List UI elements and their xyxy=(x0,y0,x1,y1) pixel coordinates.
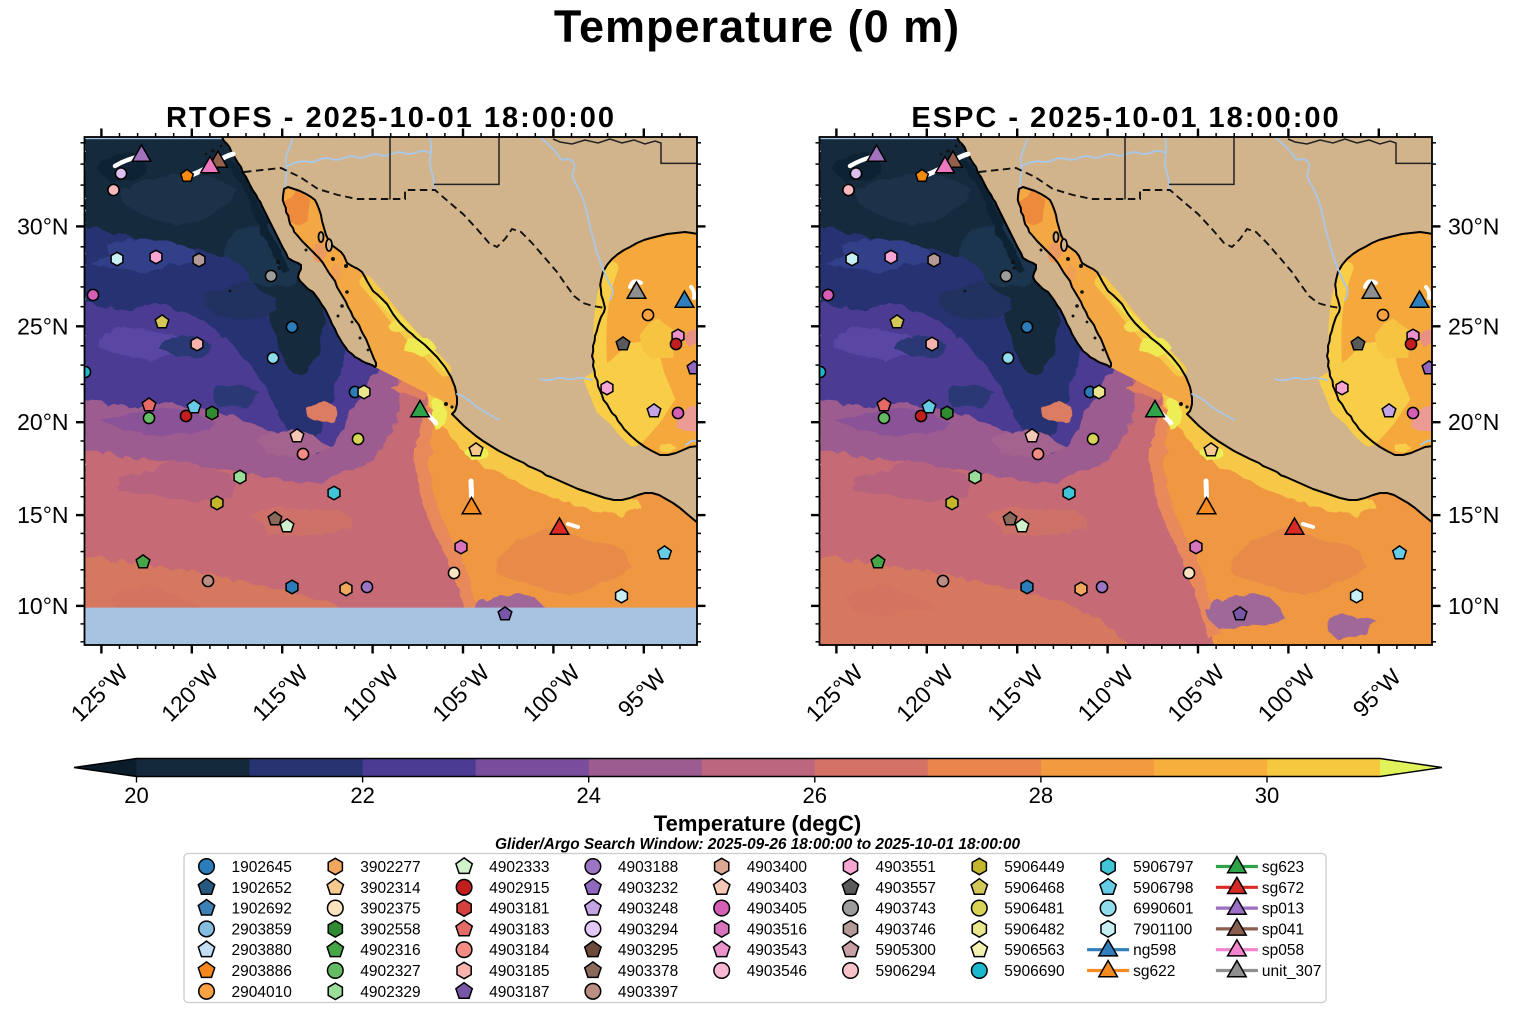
svg-text:4903400: 4903400 xyxy=(747,859,808,876)
svg-text:4902915: 4902915 xyxy=(489,880,549,897)
svg-text:4903294: 4903294 xyxy=(618,921,679,938)
svg-text:7901100: 7901100 xyxy=(1133,921,1193,938)
svg-text:4903397: 4903397 xyxy=(618,984,678,1001)
svg-text:2903859: 2903859 xyxy=(232,921,292,938)
svg-text:4903188: 4903188 xyxy=(618,859,678,876)
svg-text:4903232: 4903232 xyxy=(618,880,678,897)
svg-text:26: 26 xyxy=(803,783,827,808)
svg-text:5906481: 5906481 xyxy=(1004,901,1064,918)
svg-text:4902316: 4902316 xyxy=(360,942,420,959)
svg-text:30°N: 30°N xyxy=(1448,213,1499,239)
svg-text:sg622: sg622 xyxy=(1133,963,1175,980)
svg-text:10°N: 10°N xyxy=(1448,593,1499,619)
svg-text:20°N: 20°N xyxy=(1448,409,1499,435)
svg-text:3902314: 3902314 xyxy=(360,880,421,897)
svg-text:5906798: 5906798 xyxy=(1133,880,1193,897)
svg-text:5906294: 5906294 xyxy=(876,963,937,980)
svg-text:RTOFS - 2025-10-01 18:00:00: RTOFS - 2025-10-01 18:00:00 xyxy=(166,102,616,134)
svg-text:Temperature (0 m): Temperature (0 m) xyxy=(554,1,960,52)
svg-text:15°N: 15°N xyxy=(1448,502,1499,528)
svg-text:5905300: 5905300 xyxy=(876,942,937,959)
svg-text:5906449: 5906449 xyxy=(1004,859,1064,876)
svg-text:5906690: 5906690 xyxy=(1004,963,1065,980)
svg-text:24: 24 xyxy=(576,783,600,808)
svg-text:20: 20 xyxy=(124,783,148,808)
svg-text:4903551: 4903551 xyxy=(876,859,936,876)
svg-text:Glider/Argo Search Window: 202: Glider/Argo Search Window: 2025-09-26 18… xyxy=(495,836,1021,853)
svg-text:22: 22 xyxy=(350,783,374,808)
svg-text:5906482: 5906482 xyxy=(1004,921,1064,938)
svg-text:10°N: 10°N xyxy=(17,593,68,619)
svg-text:4903546: 4903546 xyxy=(747,963,807,980)
svg-text:4903185: 4903185 xyxy=(489,963,549,980)
svg-text:5906563: 5906563 xyxy=(1004,942,1064,959)
svg-text:28: 28 xyxy=(1029,783,1053,808)
svg-text:Temperature (degC): Temperature (degC) xyxy=(654,811,861,836)
svg-text:5906797: 5906797 xyxy=(1133,859,1193,876)
svg-text:4903295: 4903295 xyxy=(618,942,678,959)
svg-text:4903378: 4903378 xyxy=(618,963,678,980)
svg-text:4902327: 4902327 xyxy=(360,963,420,980)
svg-text:1902645: 1902645 xyxy=(232,859,292,876)
svg-text:4902329: 4902329 xyxy=(360,984,420,1001)
svg-text:sp013: sp013 xyxy=(1262,901,1304,918)
svg-text:6990601: 6990601 xyxy=(1133,901,1193,918)
svg-text:25°N: 25°N xyxy=(17,313,68,339)
svg-text:4903557: 4903557 xyxy=(876,880,936,897)
svg-text:4903743: 4903743 xyxy=(876,901,936,918)
svg-text:5906468: 5906468 xyxy=(1004,880,1064,897)
svg-text:2903886: 2903886 xyxy=(232,963,292,980)
svg-text:4903543: 4903543 xyxy=(747,942,807,959)
svg-text:sp041: sp041 xyxy=(1262,921,1304,938)
svg-text:30: 30 xyxy=(1255,783,1279,808)
svg-text:15°N: 15°N xyxy=(17,502,68,528)
svg-text:1902692: 1902692 xyxy=(232,901,292,918)
svg-text:unit_307: unit_307 xyxy=(1262,963,1321,980)
svg-text:3902558: 3902558 xyxy=(360,921,420,938)
svg-text:sg672: sg672 xyxy=(1262,880,1304,897)
svg-text:3902277: 3902277 xyxy=(360,859,420,876)
svg-text:ng598: ng598 xyxy=(1133,942,1176,959)
svg-text:4903181: 4903181 xyxy=(489,901,549,918)
svg-text:ESPC - 2025-10-01 18:00:00: ESPC - 2025-10-01 18:00:00 xyxy=(911,102,1340,134)
svg-text:4903248: 4903248 xyxy=(618,901,678,918)
svg-text:4903746: 4903746 xyxy=(876,921,936,938)
svg-text:25°N: 25°N xyxy=(1448,313,1499,339)
svg-text:1902652: 1902652 xyxy=(232,880,292,897)
svg-text:4903405: 4903405 xyxy=(747,901,807,918)
svg-text:4902333: 4902333 xyxy=(489,859,549,876)
svg-text:4903516: 4903516 xyxy=(747,921,807,938)
svg-text:4903187: 4903187 xyxy=(489,984,549,1001)
svg-text:3902375: 3902375 xyxy=(360,901,420,918)
svg-text:4903403: 4903403 xyxy=(747,880,807,897)
svg-text:2903880: 2903880 xyxy=(232,942,293,959)
svg-text:4903183: 4903183 xyxy=(489,921,549,938)
svg-text:4903184: 4903184 xyxy=(489,942,550,959)
svg-text:sp058: sp058 xyxy=(1262,942,1304,959)
svg-text:sg623: sg623 xyxy=(1262,859,1304,876)
svg-text:2904010: 2904010 xyxy=(232,984,293,1001)
svg-text:30°N: 30°N xyxy=(17,213,68,239)
svg-text:20°N: 20°N xyxy=(17,409,68,435)
